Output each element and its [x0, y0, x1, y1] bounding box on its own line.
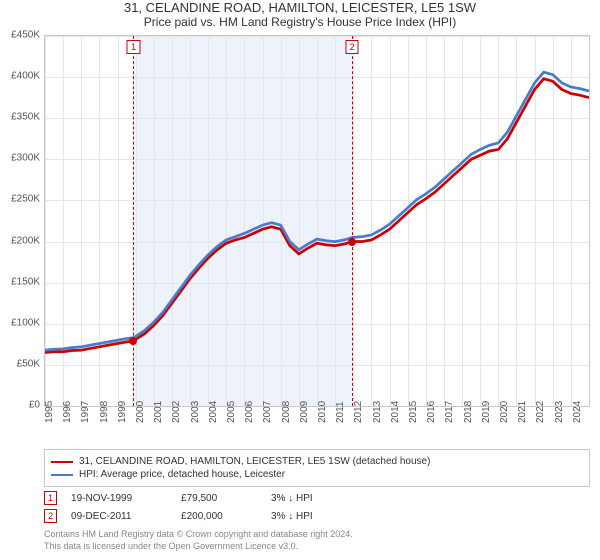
y-tick-label: £450K — [11, 30, 40, 41]
copyright-notice: Contains HM Land Registry data © Crown c… — [44, 529, 590, 552]
series-line-s1 — [45, 79, 589, 353]
x-tick-label: 2001 — [153, 401, 164, 423]
x-tick-label: 2014 — [390, 401, 401, 423]
sale-date: 19-NOV-1999 — [71, 493, 181, 504]
sale-delta: 3% ↓ HPI — [271, 493, 313, 504]
sale-row: 2 09-DEC-2011 £200,000 3% ↓ HPI — [44, 509, 590, 523]
y-tick-label: £250K — [11, 194, 40, 205]
x-tick-label: 2010 — [317, 401, 328, 423]
legend-box: 31, CELANDINE ROAD, HAMILTON, LEICESTER,… — [44, 449, 590, 487]
x-tick-label: 2013 — [372, 401, 383, 423]
y-tick-label: £200K — [11, 235, 40, 246]
x-tick-label: 2003 — [190, 401, 201, 423]
y-tick-label: £50K — [17, 358, 40, 369]
legend-label: 31, CELANDINE ROAD, HAMILTON, LEICESTER,… — [79, 456, 430, 467]
x-tick-label: 2007 — [262, 401, 273, 423]
legend-swatch — [51, 474, 73, 476]
x-tick-label: 2000 — [135, 401, 146, 423]
chart-title: 31, CELANDINE ROAD, HAMILTON, LEICESTER,… — [0, 0, 600, 15]
x-tick-label: 2023 — [554, 401, 565, 423]
x-tick-label: 2006 — [244, 401, 255, 423]
sale-date: 09-DEC-2011 — [71, 511, 181, 522]
x-tick-label: 2022 — [535, 401, 546, 423]
x-tick-label: 2017 — [444, 401, 455, 423]
legend-label: HPI: Average price, detached house, Leic… — [79, 469, 285, 480]
legend-item: HPI: Average price, detached house, Leic… — [51, 469, 583, 480]
x-tick-label: 2018 — [463, 401, 474, 423]
x-tick-label: 2002 — [171, 401, 182, 423]
x-tick-label: 2012 — [353, 401, 364, 423]
x-tick-label: 1996 — [62, 401, 73, 423]
x-tick-label: 1997 — [80, 401, 91, 423]
x-tick-label: 2020 — [499, 401, 510, 423]
x-tick-label: 2008 — [281, 401, 292, 423]
sales-table: 1 19-NOV-1999 £79,500 3% ↓ HPI 2 09-DEC-… — [44, 491, 590, 523]
sale-marker-index: 1 — [44, 491, 57, 505]
x-tick-label: 2004 — [208, 401, 219, 423]
y-tick-label: £150K — [11, 276, 40, 287]
legend-swatch — [51, 461, 73, 463]
x-tick-label: 1999 — [117, 401, 128, 423]
y-tick-label: £0 — [29, 400, 40, 411]
sale-marker-index: 2 — [44, 509, 57, 523]
sale-dot — [129, 337, 137, 345]
chart-subtitle: Price paid vs. HM Land Registry's House … — [0, 15, 600, 29]
y-tick-label: £300K — [11, 153, 40, 164]
y-tick-label: £350K — [11, 112, 40, 123]
copyright-line: This data is licensed under the Open Gov… — [44, 541, 590, 553]
copyright-line: Contains HM Land Registry data © Crown c… — [44, 529, 590, 541]
price-chart: 12 — [44, 35, 590, 407]
x-tick-label: 2005 — [226, 401, 237, 423]
x-tick-label: 2021 — [517, 401, 528, 423]
x-tick-label: 2011 — [335, 401, 346, 423]
x-tick-label: 2024 — [572, 401, 583, 423]
legend-item: 31, CELANDINE ROAD, HAMILTON, LEICESTER,… — [51, 456, 583, 467]
sale-marker-line — [352, 36, 353, 406]
x-tick-label: 2009 — [299, 401, 310, 423]
y-tick-label: £100K — [11, 317, 40, 328]
x-axis-labels: 1995199619971998199920002001200220032004… — [44, 407, 590, 443]
sale-row: 1 19-NOV-1999 £79,500 3% ↓ HPI — [44, 491, 590, 505]
x-tick-label: 2015 — [408, 401, 419, 423]
series-line-s2 — [45, 72, 589, 350]
sale-price: £79,500 — [181, 493, 271, 504]
sale-marker-box: 1 — [127, 40, 140, 54]
x-tick-label: 1998 — [99, 401, 110, 423]
sale-price: £200,000 — [181, 511, 271, 522]
sale-delta: 3% ↓ HPI — [271, 511, 313, 522]
sale-dot — [348, 238, 356, 246]
sale-marker-line — [133, 36, 134, 406]
y-tick-label: £400K — [11, 71, 40, 82]
x-tick-label: 2016 — [426, 401, 437, 423]
x-tick-label: 2019 — [481, 401, 492, 423]
sale-marker-box: 2 — [346, 40, 359, 54]
x-tick-label: 1995 — [44, 401, 55, 423]
